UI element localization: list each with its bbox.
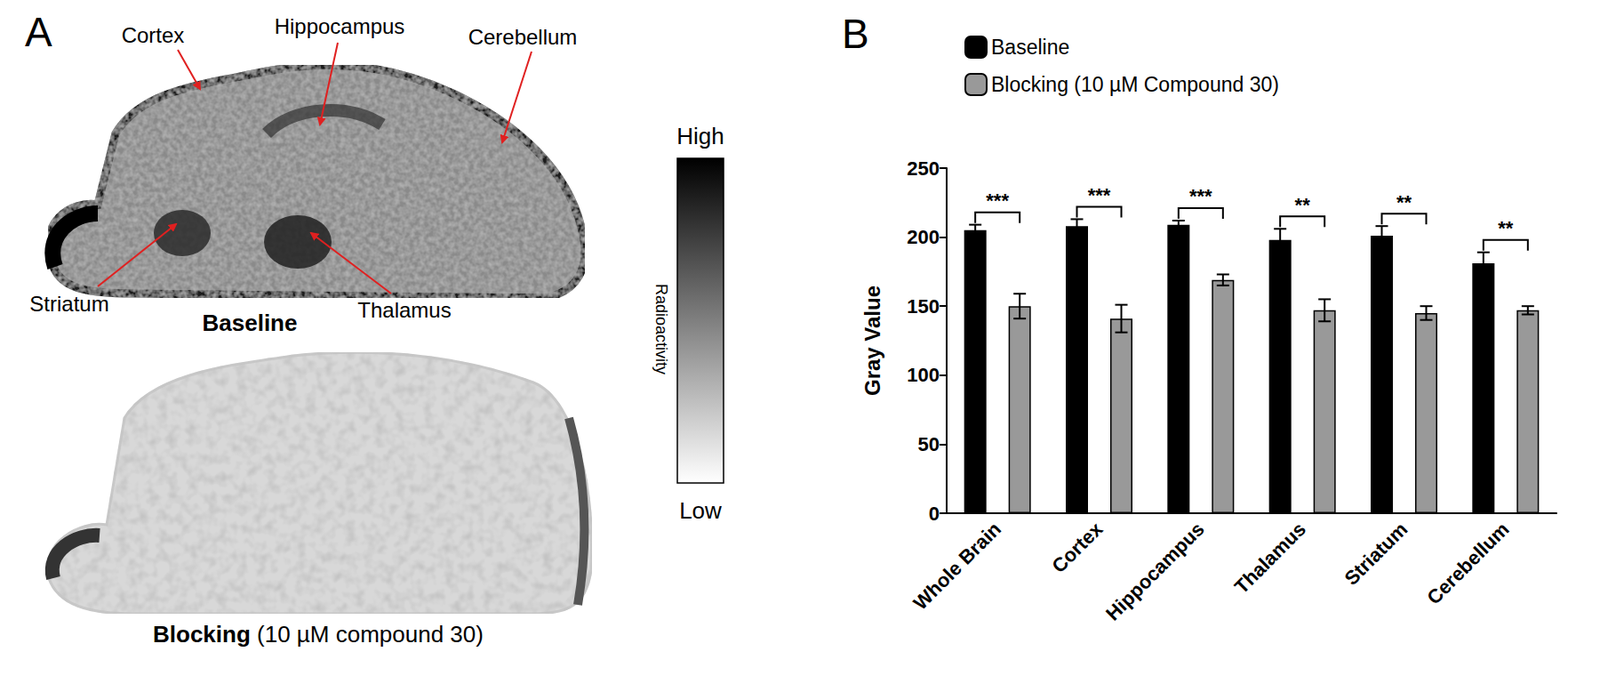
svg-text:Radioactivity: Radioactivity <box>652 283 671 375</box>
svg-text:250: 250 <box>906 157 940 180</box>
svg-text:Thalamus: Thalamus <box>1230 517 1311 598</box>
svg-text:A: A <box>24 8 53 56</box>
svg-text:***: *** <box>1088 184 1112 207</box>
svg-text:**: ** <box>1497 216 1514 240</box>
svg-text:Cerebellum: Cerebellum <box>1422 517 1513 608</box>
svg-text:B: B <box>841 10 870 57</box>
svg-text:***: *** <box>1189 184 1213 208</box>
svg-text:Baseline: Baseline <box>991 35 1070 59</box>
svg-text:Hippocampus: Hippocampus <box>274 14 406 39</box>
svg-text:150: 150 <box>906 295 940 318</box>
svg-text:**: ** <box>1295 193 1312 216</box>
svg-text:Blocking (10 µM compound 30): Blocking (10 µM compound 30) <box>152 620 484 648</box>
svg-text:Hippocampus: Hippocampus <box>1101 517 1208 624</box>
svg-text:200: 200 <box>906 225 940 248</box>
svg-text:Cortex: Cortex <box>121 23 185 48</box>
svg-text:Gray Value: Gray Value <box>860 285 885 396</box>
svg-text:Baseline: Baseline <box>202 309 298 336</box>
svg-text:0: 0 <box>928 502 940 525</box>
svg-text:Cerebellum: Cerebellum <box>468 24 578 49</box>
svg-text:Thalamus: Thalamus <box>357 297 451 322</box>
svg-text:Low: Low <box>679 496 722 524</box>
svg-text:Striatum: Striatum <box>29 291 109 316</box>
svg-text:Whole Brain: Whole Brain <box>909 517 1006 614</box>
svg-text:**: ** <box>1396 191 1413 214</box>
svg-text:***: *** <box>985 189 1009 212</box>
svg-text:Cortex: Cortex <box>1047 517 1107 577</box>
svg-text:High: High <box>676 122 724 150</box>
svg-text:50: 50 <box>918 432 940 456</box>
svg-text:Striatum: Striatum <box>1340 517 1413 590</box>
svg-text:Blocking (10 µM Compound 30): Blocking (10 µM Compound 30) <box>991 72 1280 96</box>
svg-text:100: 100 <box>906 363 940 386</box>
